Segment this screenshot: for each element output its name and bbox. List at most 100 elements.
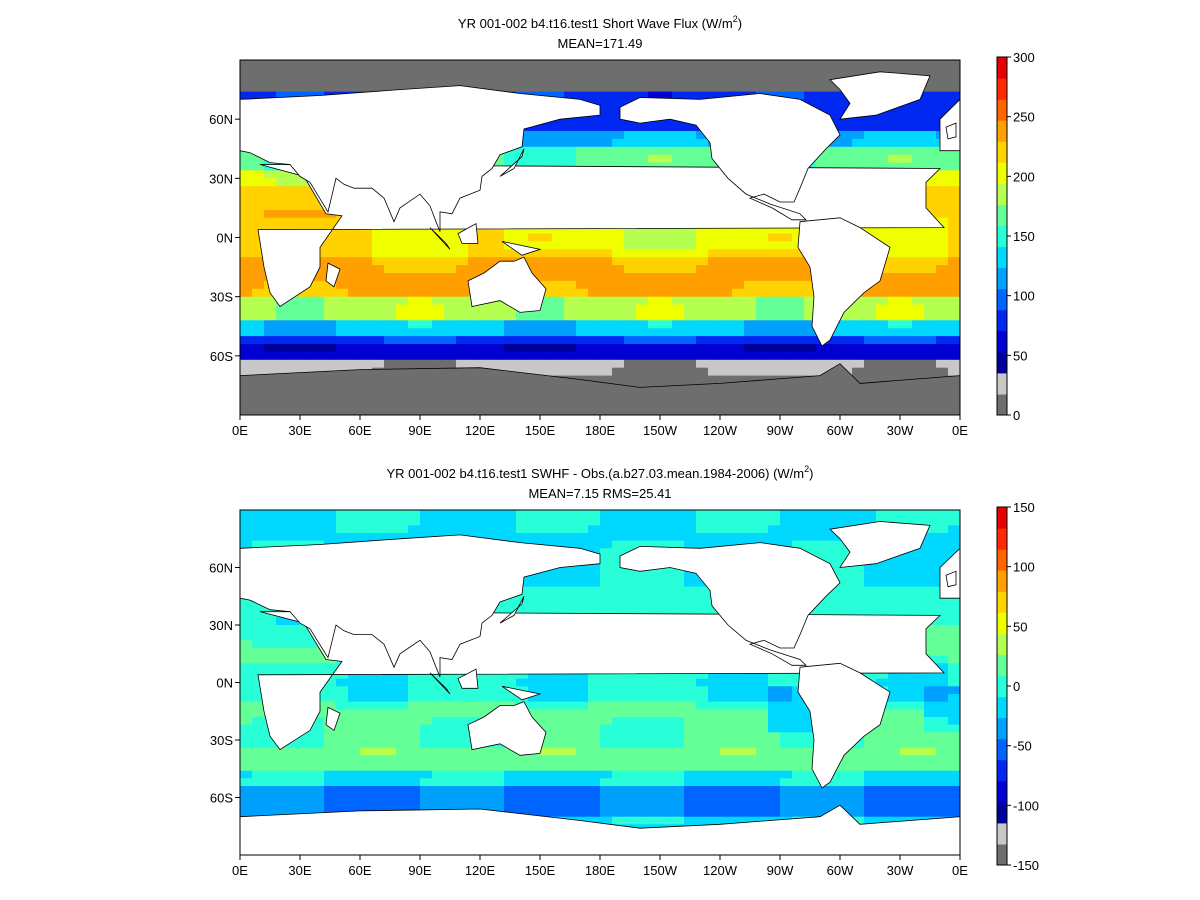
- field-cell: [420, 351, 433, 361]
- field-cell: [948, 273, 960, 282]
- field-cell: [432, 709, 445, 718]
- field-cell: [852, 367, 865, 377]
- field-cell: [588, 717, 601, 726]
- field-cell: [360, 525, 373, 534]
- field-cell: [840, 586, 853, 595]
- field-cell: [444, 336, 457, 345]
- field-cell: [432, 75, 445, 85]
- field-cell: [636, 540, 649, 549]
- field-cell: [324, 747, 337, 756]
- field-cell: [756, 328, 769, 337]
- field-cell: [768, 328, 781, 337]
- field-cell: [252, 336, 265, 345]
- field-cell: [516, 154, 529, 164]
- field-cell: [636, 233, 649, 243]
- field-cell: [720, 241, 733, 250]
- field-cell: [612, 123, 625, 132]
- field-cell: [732, 367, 745, 377]
- field-cell: [420, 225, 433, 235]
- field-cell: [756, 273, 769, 282]
- field-cell: [756, 763, 769, 772]
- field-cell: [708, 288, 721, 298]
- field-cell: [624, 533, 637, 542]
- x-tick-label: 150E: [525, 423, 556, 438]
- field-cell: [660, 517, 673, 526]
- field-cell: [936, 367, 949, 377]
- field-cell: [672, 717, 685, 726]
- field-cell: [588, 778, 601, 787]
- field-cell: [852, 296, 865, 306]
- field-cell: [852, 146, 865, 156]
- field-cell: [672, 709, 685, 718]
- field-cell: [924, 359, 937, 369]
- field-cell: [492, 533, 505, 542]
- field-cell: [420, 786, 433, 795]
- field-cell: [492, 233, 505, 243]
- field-cell: [864, 225, 877, 235]
- field-cell: [804, 162, 817, 172]
- field-cell: [336, 273, 349, 282]
- field-cell: [252, 186, 265, 195]
- field-cell: [936, 617, 949, 626]
- field-cell: [600, 288, 613, 298]
- field-cell: [948, 367, 960, 377]
- field-cell: [288, 625, 301, 634]
- field-cell: [624, 265, 637, 274]
- field-cell: [924, 328, 937, 337]
- field-cell: [648, 755, 661, 764]
- field-cell: [396, 241, 409, 250]
- field-cell: [912, 280, 925, 290]
- field-cell: [528, 75, 541, 85]
- field-cell: [708, 525, 721, 534]
- field-cell: [588, 115, 601, 124]
- field-cell: [480, 694, 493, 703]
- field-cell: [432, 328, 445, 337]
- field-cell: [612, 249, 625, 258]
- field-cell: [636, 154, 649, 164]
- field-cell: [828, 99, 841, 108]
- field-cell: [540, 571, 553, 580]
- field-cell: [900, 265, 913, 274]
- field-cell: [648, 249, 661, 258]
- field-cell: [288, 517, 301, 526]
- field-cell: [948, 548, 960, 557]
- field-cell: [612, 602, 625, 611]
- field-cell: [840, 770, 853, 779]
- field-cell: [852, 563, 865, 572]
- field-cell: [780, 75, 793, 85]
- field-cell: [900, 225, 913, 235]
- field-cell: [336, 320, 349, 329]
- field-cell: [720, 336, 733, 345]
- field-cell: [252, 344, 265, 353]
- field-cell: [564, 249, 577, 258]
- field-cell: [780, 533, 793, 542]
- field-cell: [924, 178, 937, 187]
- field-cell: [408, 740, 421, 749]
- field-cell: [672, 304, 685, 314]
- field-cell: [444, 344, 457, 353]
- field-cell: [624, 91, 637, 101]
- field-cell: [612, 273, 625, 282]
- field-cell: [864, 594, 877, 603]
- field-cell: [540, 755, 553, 764]
- field-cell: [708, 709, 721, 718]
- field-cell: [564, 288, 577, 298]
- field-cell: [876, 671, 889, 680]
- field-cell: [948, 351, 960, 361]
- field-cell: [936, 755, 949, 764]
- field-cell: [804, 296, 817, 306]
- field-cell: [900, 131, 913, 140]
- field-cell: [600, 304, 613, 314]
- field-cell: [444, 280, 457, 290]
- field-cell: [732, 786, 745, 795]
- field-cell: [804, 778, 817, 787]
- field-cell: [372, 225, 385, 235]
- field-cell: [828, 540, 841, 549]
- field-cell: [900, 123, 913, 132]
- field-cell: [408, 701, 421, 710]
- field-cell: [696, 304, 709, 314]
- field-cell: [456, 296, 469, 306]
- field-cell: [780, 351, 793, 361]
- field-cell: [492, 75, 505, 85]
- land-polygon: [457, 223, 479, 244]
